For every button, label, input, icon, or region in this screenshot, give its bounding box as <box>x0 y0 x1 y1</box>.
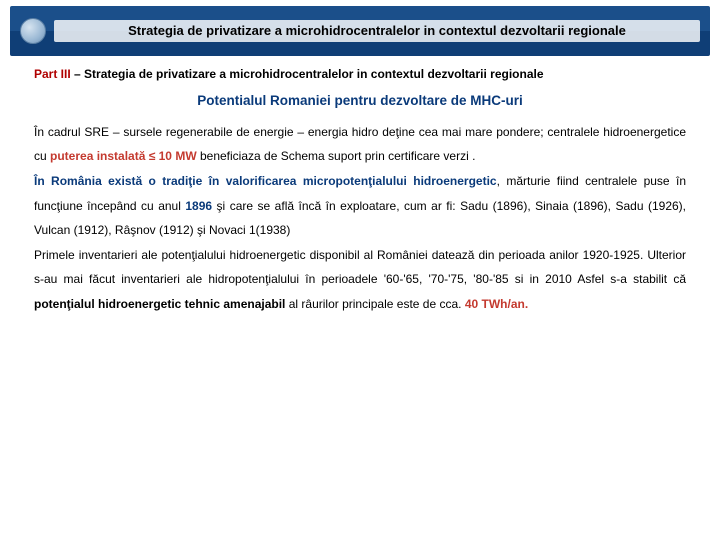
banner-title: Strategia de privatizare a microhidrocen… <box>54 20 700 43</box>
body-text: În cadrul SRE – sursele regenerabile de … <box>34 120 686 317</box>
part-label: Part III <box>34 67 71 81</box>
p3-hl2: 40 TWh/an. <box>465 297 528 311</box>
p2-lead: În România există o tradiţie în valorifi… <box>34 174 497 188</box>
p1-b: beneficiaza de Schema suport prin certif… <box>197 149 476 163</box>
p3-a: Primele inventarieri ale potenţialului h… <box>34 248 686 287</box>
paragraph-3: Primele inventarieri ale potenţialului h… <box>34 243 686 317</box>
p3-b: al râurilor principale este de cca. <box>285 297 464 311</box>
globe-icon <box>20 18 46 44</box>
section-subtitle: Potentialul Romaniei pentru dezvoltare d… <box>34 93 686 108</box>
document-body: Part III – Strategia de privatizare a mi… <box>0 56 720 317</box>
paragraph-2: În România există o tradiţie în valorifi… <box>34 169 686 243</box>
part-text: Strategia de privatizare a microhidrocen… <box>84 67 543 81</box>
p3-hl1: potenţialul hidroenergetic tehnic amenaj… <box>34 297 285 311</box>
part-heading: Part III – Strategia de privatizare a mi… <box>34 66 686 83</box>
title-banner: Strategia de privatizare a microhidrocen… <box>10 6 710 56</box>
part-separator: – <box>71 67 84 81</box>
paragraph-1: În cadrul SRE – sursele regenerabile de … <box>34 120 686 169</box>
p2-year: 1896 <box>185 199 212 213</box>
p1-highlight: puterea instalată ≤ 10 MW <box>50 149 197 163</box>
